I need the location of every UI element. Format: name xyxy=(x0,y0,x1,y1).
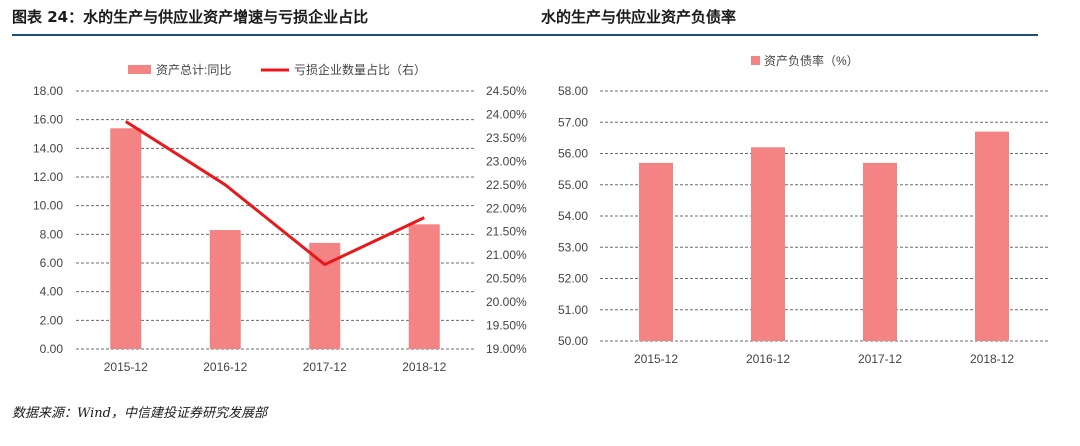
asset-growth-loss-ratio-chart: 0.00 2.00 4.00 6.00 8.00 10.00 12.00 14.00 16.00… xyxy=(33,62,527,374)
y-tick-label: 12.00 xyxy=(33,170,63,184)
y2-tick-label: 23.50% xyxy=(486,131,527,145)
y-tick-label: 57.00 xyxy=(558,115,588,129)
x-tick-label: 2017-12 xyxy=(303,360,347,374)
y-tick-label: 55.00 xyxy=(558,178,588,192)
bar-debt-ratio xyxy=(975,131,1009,341)
y2-tick-label: 21.00% xyxy=(486,248,527,262)
y-tick-label: 53.00 xyxy=(558,240,588,254)
x-tick-label: 2018-12 xyxy=(402,360,446,374)
bar-asset-growth xyxy=(408,224,440,349)
source-note: 数据来源：Wind，中信建投证券研究发展部 xyxy=(12,406,267,421)
y-tick-label: 8.00 xyxy=(40,227,64,241)
x-tick-label: 2018-12 xyxy=(970,352,1014,366)
legend-bar-label: 资产负债率（%） xyxy=(764,53,859,68)
y2-tick-label: 22.50% xyxy=(486,178,527,192)
y-tick-label: 6.00 xyxy=(40,256,64,270)
y2-tick-label: 24.50% xyxy=(486,84,527,98)
y-tick-label: 50.00 xyxy=(558,334,588,348)
x-tick-label: 2016-12 xyxy=(203,360,247,374)
right-chart-title: 水的生产与供应业资产负债率 xyxy=(541,8,737,26)
y-tick-label: 54.00 xyxy=(558,209,588,223)
line-loss-ratio xyxy=(124,120,425,267)
y-tick-label: 18.00 xyxy=(33,84,63,98)
debt-ratio-chart: 50.00 51.00 52.00 53.00 54.00 55.00 56.00 57.00… xyxy=(558,53,1048,366)
y2-tick-label: 24.00% xyxy=(486,107,527,121)
legend-bar-swatch xyxy=(751,56,760,65)
x-tick-label: 2015-12 xyxy=(104,360,148,374)
y2-tick-label: 20.00% xyxy=(486,295,527,309)
y-tick-label: 52.00 xyxy=(558,272,588,286)
y-tick-label: 10.00 xyxy=(33,199,63,213)
y2-tick-label: 19.50% xyxy=(486,319,527,333)
y-tick-label: 56.00 xyxy=(558,147,588,161)
y-tick-label: 0.00 xyxy=(40,342,64,356)
bar-asset-growth xyxy=(110,128,142,349)
y-tick-label: 2.00 xyxy=(40,313,64,327)
y2-tick-label: 20.50% xyxy=(486,272,527,286)
bar-debt-ratio xyxy=(751,147,785,341)
y-tick-label: 4.00 xyxy=(40,285,64,299)
y-tick-label: 51.00 xyxy=(558,303,588,317)
y-tick-label: 16.00 xyxy=(33,113,63,127)
bar-debt-ratio xyxy=(863,162,897,341)
y2-tick-label: 23.00% xyxy=(486,154,527,168)
legend-line-label: 亏损企业数量占比（右） xyxy=(294,62,426,77)
x-tick-label: 2017-12 xyxy=(858,352,902,366)
y2-tick-label: 22.00% xyxy=(486,201,527,215)
y2-tick-label: 21.50% xyxy=(486,225,527,239)
x-tick-label: 2016-12 xyxy=(746,352,790,366)
left-chart-title: 图表 24：水的生产与供应业资产增速与亏损企业占比 xyxy=(12,8,369,26)
header-divider xyxy=(12,34,1038,36)
bar-asset-growth xyxy=(209,230,241,349)
y2-tick-label: 19.00% xyxy=(486,342,527,356)
x-tick-label: 2015-12 xyxy=(634,352,678,366)
bar-debt-ratio xyxy=(639,162,673,341)
y-tick-label: 14.00 xyxy=(33,141,63,155)
y-tick-label: 58.00 xyxy=(558,84,588,98)
legend-bar-label: 资产总计:同比 xyxy=(156,63,231,77)
legend-bar-swatch xyxy=(128,65,151,74)
